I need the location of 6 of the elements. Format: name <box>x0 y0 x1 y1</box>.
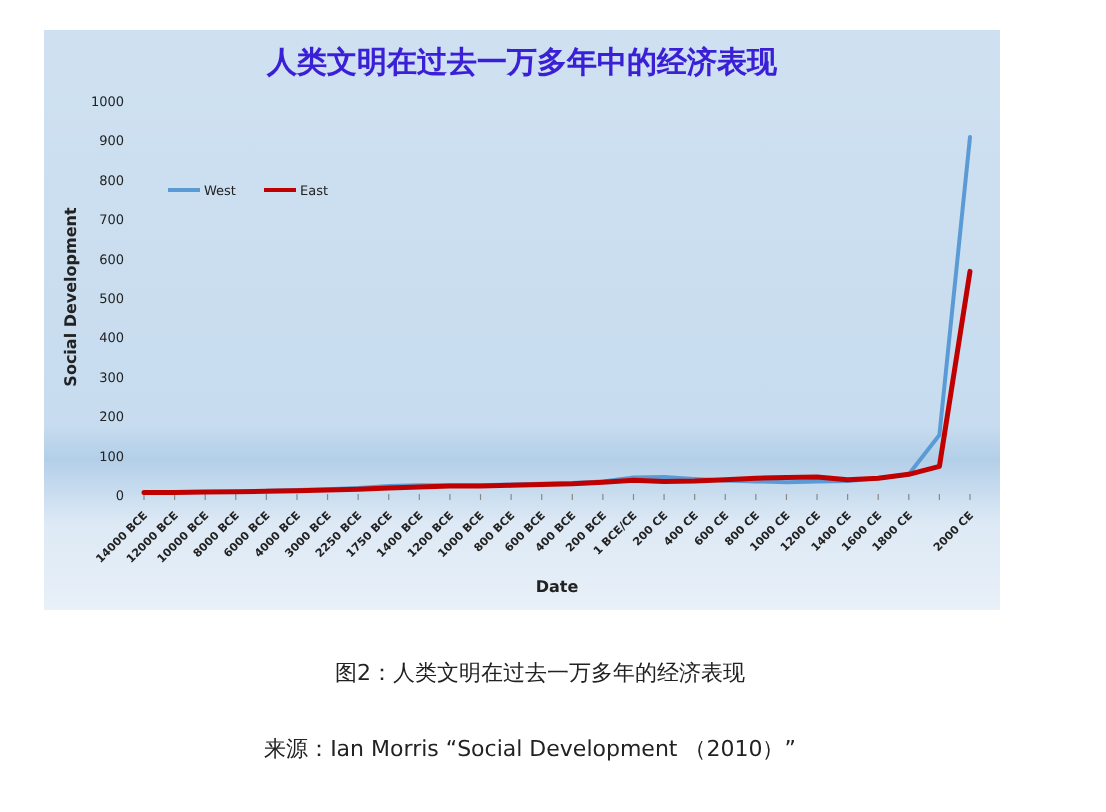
y-axis-title: Social Development <box>62 207 80 387</box>
caption: 图2：人类文明在过去一万多年的经济表现 <box>335 660 745 686</box>
line-series <box>141 268 973 495</box>
chart-title: 人类文明在过去一万多年中的经济表现 <box>265 44 779 80</box>
x-axis-title: Date <box>535 578 580 596</box>
source-note: 来源：Ian Morris “Social Development （2010）” <box>264 736 796 762</box>
